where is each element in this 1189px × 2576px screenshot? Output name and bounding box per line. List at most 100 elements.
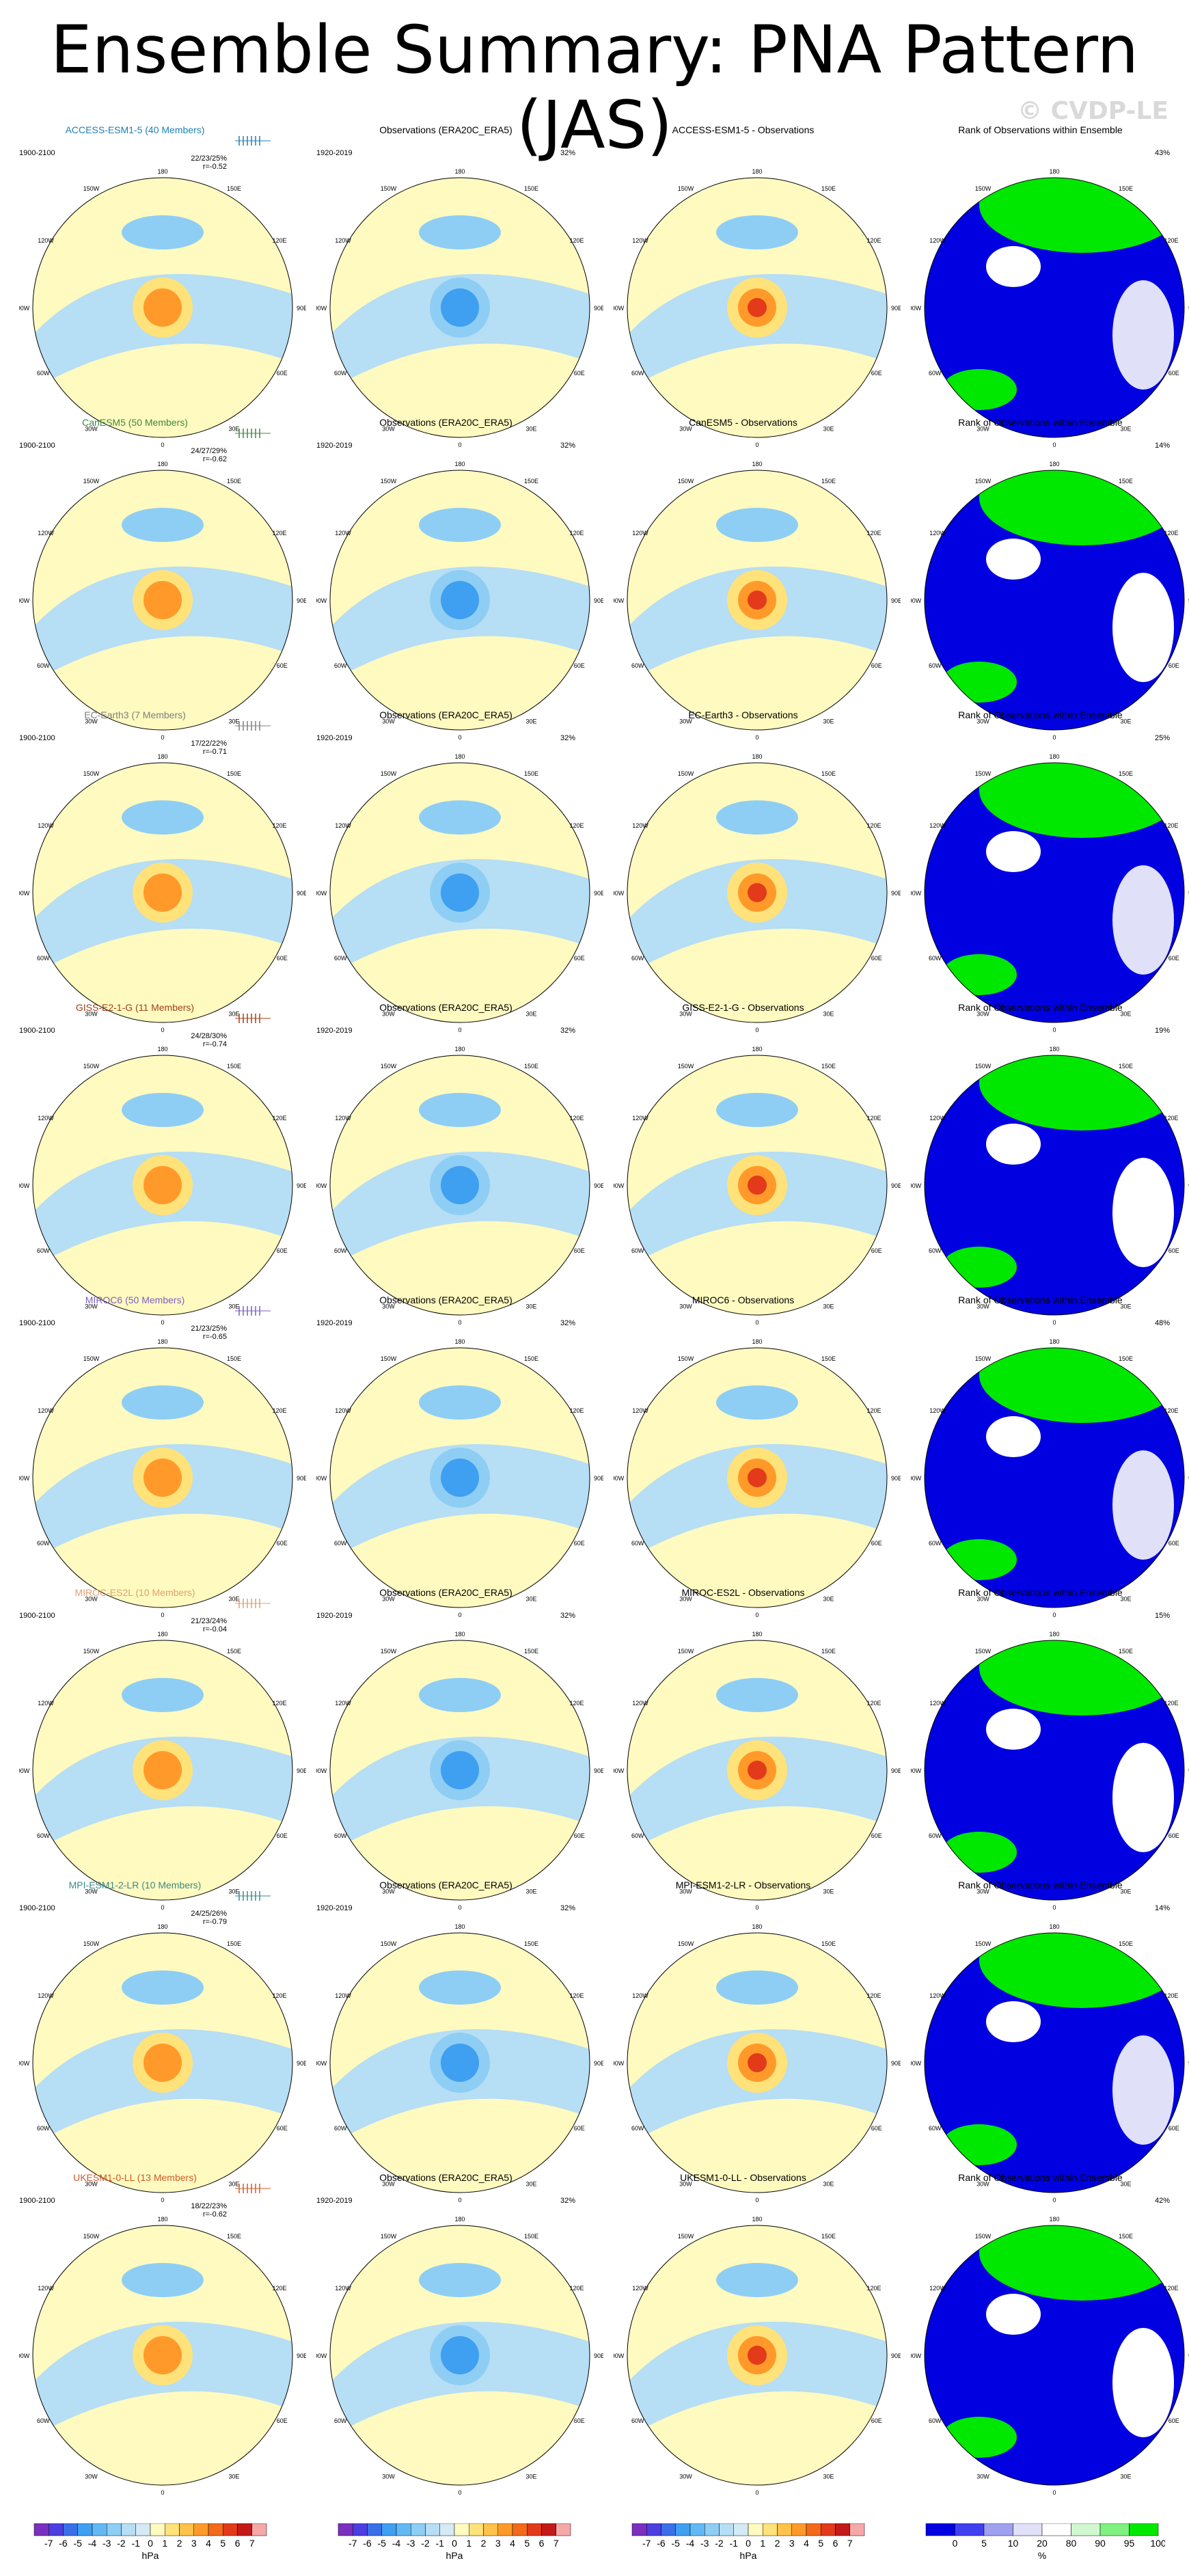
longitude-label: 60E	[277, 1540, 288, 1547]
longitude-label: 60E	[871, 2125, 882, 2132]
longitude-label: 120W	[632, 2285, 648, 2292]
colorbar-swatch	[338, 2523, 353, 2536]
longitude-label: 150E	[524, 1940, 538, 1947]
negative-anomaly-center	[419, 2263, 501, 2297]
longitude-label: 150E	[227, 1355, 241, 1362]
colorbar-tick-label: 4	[206, 2538, 211, 2549]
longitude-label: 0	[755, 734, 758, 741]
rank-map: 180 150W 150E 120W 120E 90W 90E 60W 60E 30W 30E 0	[909, 1338, 1189, 1618]
longitude-label: 0	[458, 442, 461, 448]
longitude-label: 30E	[823, 2181, 834, 2188]
rank-mid-region	[1112, 1450, 1174, 1560]
negative-anomaly-center	[122, 1678, 204, 1712]
rank-mid-region	[1112, 1743, 1174, 1852]
longitude-label: 150W	[83, 185, 100, 192]
longitude-label: 150E	[821, 2233, 836, 2240]
longitude-label: 120W	[632, 822, 648, 829]
observations-title: Observations (ERA20C_ERA5)	[379, 124, 512, 135]
rank-mid-region	[1112, 865, 1174, 975]
longitude-label: 180	[1049, 1631, 1059, 1638]
rank-pct: 48%	[1154, 1319, 1170, 1327]
longitude-label: 180	[1049, 168, 1059, 175]
model-panel: MPI-ESM1-2-LR (10 Members) 1900-2100 24/25…	[0, 1880, 308, 2204]
pattern-percent: 24/28/30%	[191, 1032, 227, 1040]
longitude-label: 150W	[83, 478, 100, 485]
colorbar-swatch	[107, 2523, 122, 2536]
longitude-label: 150W	[975, 2233, 992, 2240]
colorbar-tick-label: 90	[1095, 2538, 1106, 2549]
longitude-label: 0	[161, 1027, 164, 1033]
longitude-label: 90E	[1188, 2060, 1189, 2067]
longitude-label: 150E	[524, 770, 538, 777]
longitude-label: 150W	[678, 478, 694, 485]
longitude-label: 30E	[1120, 426, 1131, 433]
map-boundary	[924, 2225, 1185, 2486]
longitude-label: 90W	[911, 1767, 922, 1774]
longitude-label: 120W	[335, 2285, 351, 2292]
colorbar-tick-label: 2	[775, 2538, 780, 2549]
model-map: 180 150W 150E 120W 120E 90W 90E 60W 60E 30W 30E 0	[17, 1046, 308, 1326]
obs-variance-pct: 32%	[560, 442, 575, 450]
pattern-stats: 22/23/25% r=-0.52	[186, 154, 227, 171]
map-boundary	[924, 1640, 1185, 1901]
longitude-label: 30W	[382, 718, 395, 725]
observations-title: Observations (ERA20C_ERA5)	[379, 1880, 512, 1890]
rank-panel: Rank of Observations within Ensemble 19% 1…	[892, 1002, 1189, 1326]
rank-panel: Rank of Observations within Ensemble 15% 1…	[892, 1587, 1189, 1911]
ensemble-spread-whisker	[235, 721, 271, 731]
colorbar-tick-label: 0	[452, 2538, 457, 2549]
longitude-label: 0	[755, 1612, 758, 1618]
observations-title: Observations (ERA20C_ERA5)	[379, 1294, 512, 1305]
longitude-label: 150W	[975, 770, 992, 777]
colorbar-unit: hPa	[740, 2550, 757, 2561]
colorbar-swatch	[631, 2523, 647, 2536]
map-boundary	[32, 177, 293, 438]
colorbar-swatch	[777, 2523, 792, 2536]
longitude-label: 180	[157, 1923, 167, 1930]
rank-title: Rank of Observations within Ensemble	[958, 1002, 1123, 1013]
longitude-label: 120W	[929, 237, 946, 244]
longitude-label: 180	[1049, 2216, 1059, 2223]
arctic-high-core	[144, 1459, 182, 1497]
rank-map: 180 150W 150E 120W 120E 90W 90E 60W 60E 30W 30E 0	[909, 1046, 1189, 1326]
longitude-label: 60W	[929, 2125, 942, 2132]
longitude-label: 90E	[594, 2060, 603, 2067]
obs-map: 180 150W 150E 120W 120E 90W 90E 60W 60E 30W 30E 0	[314, 1631, 605, 1911]
colorbar-swatch	[849, 2523, 865, 2536]
obs-map: 180 150W 150E 120W 120E 90W 90E 60W 60E 30W 30E 0	[314, 1046, 605, 1326]
longitude-label: 60E	[871, 370, 882, 377]
longitude-label: 180	[454, 461, 465, 467]
longitude-label: 120W	[335, 530, 351, 537]
colorbar-swatch	[179, 2523, 194, 2536]
model-map: 180 150W 150E 120W 120E 90W 90E 60W 60E 30W 30E 0	[17, 1631, 308, 1911]
colorbar-swatch	[63, 2523, 78, 2536]
negative-anomaly-center	[716, 2263, 798, 2297]
longitude-label: 180	[752, 1338, 762, 1345]
longitude-label: 90W	[911, 2060, 922, 2067]
colorbar-tick-label: 6	[235, 2538, 241, 2549]
colorbar-swatch	[121, 2523, 136, 2536]
longitude-label: 150E	[821, 1940, 836, 1947]
longitude-label: 0	[458, 1612, 461, 1618]
longitude-label: 120W	[632, 1407, 648, 1414]
longitude-label: 30W	[85, 2181, 98, 2188]
longitude-label: 150E	[524, 478, 538, 485]
longitude-label: 120W	[632, 1700, 648, 1707]
colorbar-tick-label: -5	[378, 2538, 387, 2549]
longitude-label: 120E	[866, 822, 881, 829]
longitude-label: 120E	[272, 2285, 286, 2292]
arctic-low-core	[441, 1459, 479, 1497]
longitude-label: 0	[458, 2197, 461, 2204]
colorbar-swatch	[411, 2523, 426, 2536]
longitude-label: 120W	[929, 1992, 946, 1999]
longitude-label: 30W	[679, 2473, 692, 2480]
longitude-label: 60E	[1168, 2417, 1179, 2424]
model-title: GISS-E2-1-G (11 Members)	[75, 1002, 195, 1013]
difference-title: GISS-E2-1-G - Observations	[682, 1002, 804, 1013]
colorbar-tick-label: 4	[510, 2538, 515, 2549]
longitude-label: 180	[157, 1046, 167, 1053]
pattern-percent: 21/23/25%	[191, 1325, 227, 1333]
map-boundary	[329, 1640, 590, 1901]
longitude-label: 30W	[382, 1011, 395, 1018]
pattern-percent: 17/22/22%	[191, 740, 227, 748]
